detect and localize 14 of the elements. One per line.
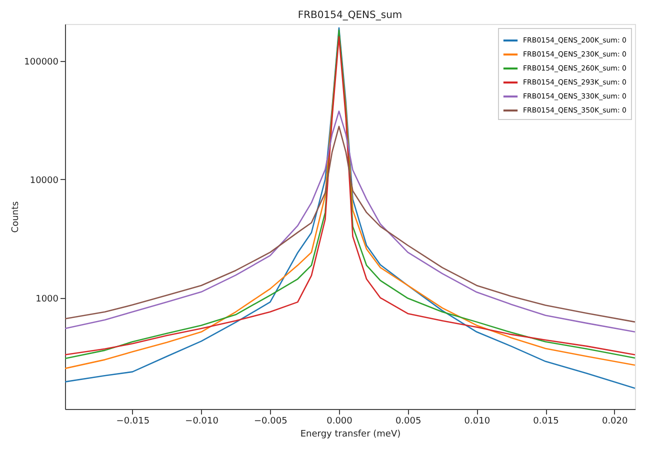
x-axis-title: Energy transfer (meV) <box>300 430 401 440</box>
y-axis-title: Counts <box>11 200 22 233</box>
x-tick-label: 0.010 <box>464 416 490 426</box>
y-tick-label: 100000 <box>24 57 59 68</box>
y-tick-label: 1000 <box>36 294 59 304</box>
x-tick-label: 0.020 <box>602 416 628 426</box>
x-tick-label: 0.000 <box>326 416 353 426</box>
x-tick-label: −0.010 <box>185 416 219 426</box>
y-tick-label: 10000 <box>30 176 59 186</box>
x-tick-label: 0.015 <box>533 416 559 426</box>
chart-title: FRB0154_QENS_sum <box>298 10 402 21</box>
x-tick-label: 0.005 <box>395 416 422 426</box>
x-tick-label: −0.005 <box>254 416 288 426</box>
x-tick-label: −0.015 <box>116 416 150 426</box>
